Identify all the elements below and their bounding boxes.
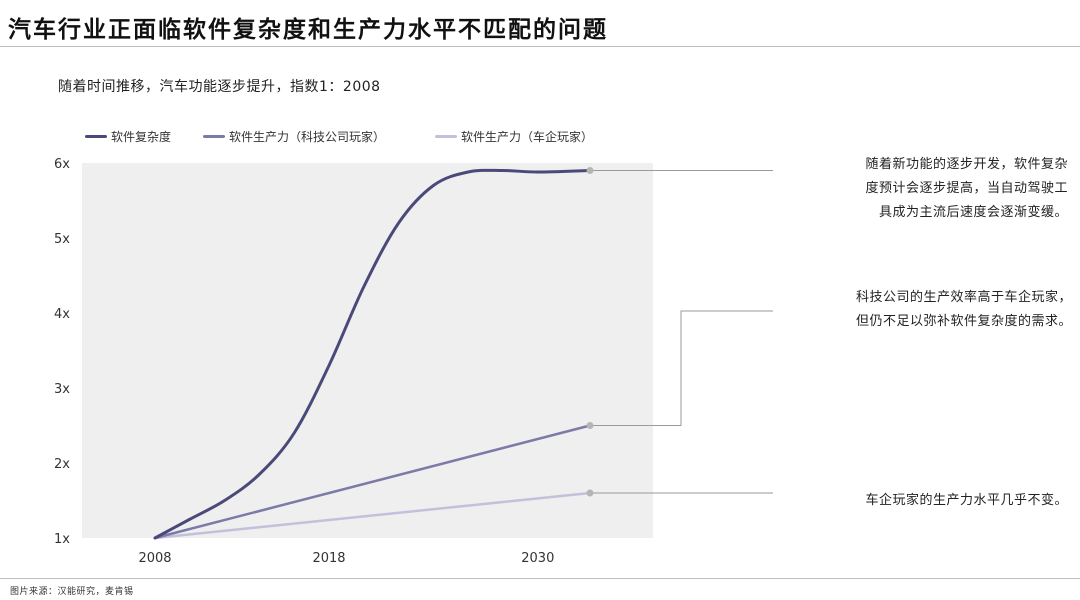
- chart-subtitle: 随着时间推移，汽车功能逐步提升，指数1：2008: [58, 79, 381, 95]
- y-tick-label-1x: 1x: [54, 532, 70, 547]
- endpoint-marker-tech-productivity: [586, 422, 594, 429]
- annotation-complexity-line-3: 具成为主流后速度会逐渐变缓。: [878, 205, 1068, 220]
- annotation-oem-productivity: 车企玩家的生产力水平几乎不变。: [865, 489, 1068, 513]
- y-tick-label-4x: 4x: [54, 307, 70, 322]
- legend-label-oem-productivity: 软件生产力（车企玩家）: [461, 130, 594, 144]
- source-divider: [0, 578, 1080, 579]
- annotation-oem-line-1: 车企玩家的生产力水平几乎不变。: [865, 493, 1068, 508]
- annotation-tech-line-2: 但仍不足以弥补软件复杂度的需求。: [855, 314, 1072, 329]
- annotation-complexity: 随着新功能的逐步开发，软件复杂 度预计会逐步提高，当自动驾驶工 具成为主流后速度…: [865, 153, 1068, 225]
- x-tick-label-2018: 2018: [312, 551, 345, 566]
- legend-label-tech-productivity: 软件生产力（科技公司玩家）: [229, 130, 386, 144]
- x-tick-label-2030: 2030: [521, 551, 554, 566]
- legend-swatch-complexity: [85, 135, 107, 138]
- plot-background: [82, 163, 653, 538]
- endpoint-marker-complexity: [586, 167, 594, 174]
- y-tick-label-5x: 5x: [54, 232, 70, 247]
- series-line-complexity: [153, 168, 592, 540]
- leader-line-tech-productivity: [590, 310, 773, 426]
- y-tick-label-2x: 2x: [54, 457, 70, 472]
- legend-swatch-oem-productivity: [435, 135, 457, 138]
- page-title: 汽车行业正面临软件复杂度和生产力水平不匹配的问题: [8, 16, 608, 43]
- legend-item-tech-productivity: 软件生产力（科技公司玩家）: [203, 128, 385, 145]
- legend-swatch-tech-productivity: [203, 135, 225, 138]
- x-tick-label-2008: 2008: [138, 551, 171, 566]
- title-divider: [0, 46, 1080, 47]
- endpoint-marker-oem-productivity: [586, 489, 594, 497]
- series-line-oem-productivity: [153, 491, 592, 540]
- source-note: 图片来源：汉能研究，麦肯锡: [10, 587, 134, 597]
- annotation-tech-line-1: 科技公司的生产效率高于车企玩家，: [855, 290, 1072, 305]
- annotation-tech-productivity: 科技公司的生产效率高于车企玩家， 但仍不足以弥补软件复杂度的需求。: [856, 286, 1072, 334]
- legend-item-complexity: 软件复杂度: [85, 128, 171, 145]
- y-tick-label-3x: 3x: [54, 382, 70, 397]
- series-line-tech-productivity: [153, 424, 592, 540]
- annotation-complexity-line-2: 度预计会逐步提高，当自动驾驶工: [865, 181, 1068, 196]
- y-tick-label-6x: 6x: [54, 157, 70, 172]
- annotation-complexity-line-1: 随着新功能的逐步开发，软件复杂: [865, 157, 1068, 172]
- legend-item-oem-productivity: 软件生产力（车企玩家）: [435, 128, 593, 145]
- legend-label-complexity: 软件复杂度: [111, 130, 172, 144]
